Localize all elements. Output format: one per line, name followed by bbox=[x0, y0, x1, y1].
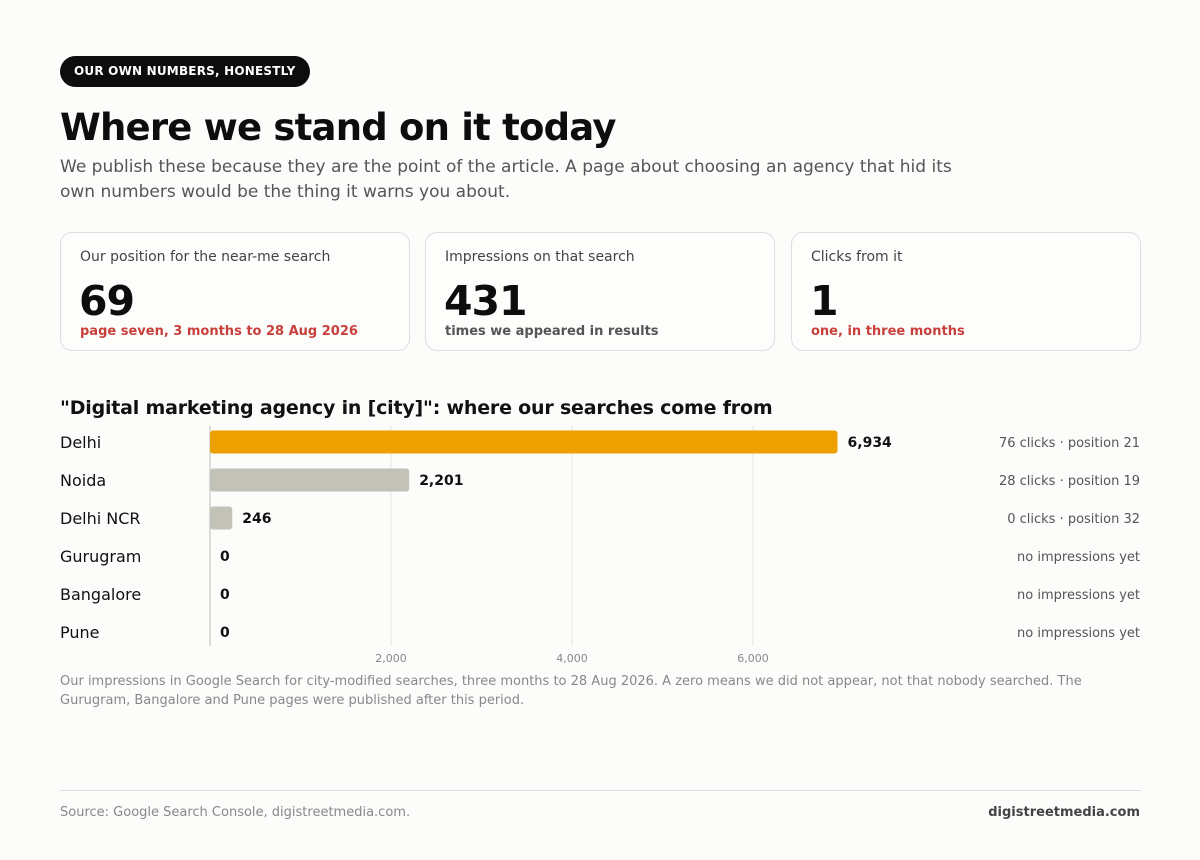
stat-value: 1 bbox=[810, 277, 839, 325]
bar bbox=[210, 506, 233, 530]
page-title: Where we stand on it today bbox=[60, 106, 616, 149]
row-note: 76 clicks · position 21 bbox=[999, 436, 1140, 451]
category-label: Noida bbox=[60, 471, 106, 490]
impressions-bar-chart: 2,000 4,000 6,000 Delhi 6,934 76 clicks · pos… bbox=[60, 426, 1140, 665]
chart-caption: Our impressions in Google Search for cit… bbox=[60, 674, 1082, 708]
row-note: no impressions yet bbox=[1017, 626, 1140, 641]
footer-divider bbox=[60, 790, 1141, 791]
intro-text: We publish these because they are the po… bbox=[60, 157, 952, 202]
source-note: Source: Google Search Console, digistree… bbox=[60, 805, 411, 820]
stat-note: one, in three months bbox=[811, 324, 965, 339]
row-note: 28 clicks · position 19 bbox=[999, 474, 1140, 489]
row-note: no impressions yet bbox=[1017, 588, 1140, 603]
value-label: 0 bbox=[220, 625, 230, 641]
bar bbox=[210, 468, 410, 492]
stat-card-impressions: Impressions on that search 431 times we … bbox=[425, 232, 775, 351]
stat-value: 431 bbox=[444, 277, 528, 325]
value-label: 0 bbox=[220, 587, 230, 603]
value-label: 6,934 bbox=[848, 435, 893, 451]
stat-cards: Our position for the near-me search 69 p… bbox=[60, 232, 1141, 351]
category-label: Gurugram bbox=[60, 547, 141, 566]
x-tick-label: 2,000 bbox=[375, 652, 407, 665]
stat-note: page seven, 3 months to 28 Aug 2026 bbox=[80, 324, 358, 339]
stat-label: Impressions on that search bbox=[445, 249, 635, 265]
value-label: 246 bbox=[242, 511, 271, 527]
section-badge: OUR OWN NUMBERS, HONESTLY bbox=[60, 56, 310, 87]
stat-card-position: Our position for the near-me search 69 p… bbox=[60, 232, 410, 351]
stat-label: Clicks from it bbox=[811, 249, 903, 265]
x-tick-label: 6,000 bbox=[737, 652, 769, 665]
site-name: digistreetmedia.com bbox=[988, 805, 1140, 820]
x-tick-label: 4,000 bbox=[556, 652, 588, 665]
stat-value: 69 bbox=[79, 277, 135, 325]
bar bbox=[210, 430, 838, 454]
row-note: 0 clicks · position 32 bbox=[1007, 512, 1140, 527]
category-label: Pune bbox=[60, 623, 100, 642]
stat-label: Our position for the near-me search bbox=[80, 249, 331, 265]
stat-card-clicks: Clicks from it 1 one, in three months bbox=[791, 232, 1141, 351]
value-label: 0 bbox=[220, 549, 230, 565]
category-label: Delhi NCR bbox=[60, 509, 141, 528]
stat-note: times we appeared in results bbox=[445, 324, 659, 339]
row-note: no impressions yet bbox=[1017, 550, 1140, 565]
category-label: Delhi bbox=[60, 433, 101, 452]
chart-title: "Digital marketing agency in [city]": wh… bbox=[60, 397, 773, 419]
category-label: Bangalore bbox=[60, 585, 141, 604]
value-label: 2,201 bbox=[419, 473, 463, 489]
